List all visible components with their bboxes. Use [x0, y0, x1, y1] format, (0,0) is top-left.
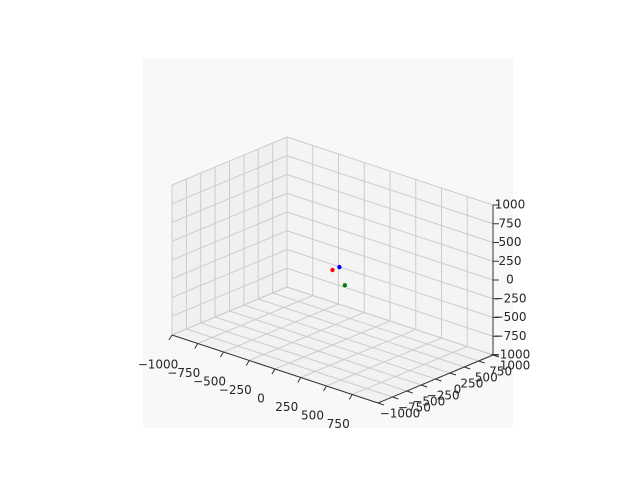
grid-line	[286, 286, 494, 356]
x-tick	[220, 351, 224, 358]
x-tick-label: −1000	[138, 358, 179, 372]
grid-line	[171, 211, 288, 261]
grid-line	[171, 192, 288, 242]
grid-line	[186, 328, 393, 398]
y-tick-label: −500	[412, 395, 445, 409]
grid-line	[286, 174, 494, 243]
grid-line	[171, 230, 288, 280]
data-point	[337, 264, 342, 270]
z-tick-label: 0	[506, 273, 514, 287]
y-tick	[406, 390, 413, 394]
x-tick-label: −750	[167, 366, 200, 380]
y-tick	[392, 396, 399, 400]
x-tick	[245, 360, 250, 366]
grid-line	[214, 316, 422, 386]
x-tick	[323, 385, 327, 392]
tick-labels: −1000−750−500−2500250500750−1000−750−500…	[138, 198, 531, 432]
x-tick-label: 750	[327, 417, 350, 431]
y-tick-label: −250	[427, 389, 460, 403]
grid-line	[229, 310, 436, 380]
grid-line	[272, 292, 479, 362]
z-tick-label: −1000	[490, 348, 531, 362]
y-tick-label: −750	[398, 401, 431, 415]
grid-line	[286, 267, 494, 337]
y-tick-label: 250	[460, 377, 483, 391]
grid-line	[286, 192, 494, 262]
y-tick	[435, 378, 442, 382]
x-tick-label: −250	[219, 383, 252, 397]
y-tick	[464, 366, 471, 370]
grid-line	[286, 155, 494, 225]
z-tick-label: 500	[499, 235, 522, 249]
grid-line	[171, 249, 288, 298]
y-tick-label: 750	[489, 365, 512, 379]
y-tick	[449, 372, 457, 376]
x-tick-label: 250	[275, 400, 298, 414]
z-tick-label: 750	[499, 216, 522, 230]
tick-marks	[168, 204, 500, 406]
y-tick-label: 500	[475, 371, 498, 385]
x-tick	[168, 334, 173, 341]
grid-line	[286, 136, 494, 206]
x-tick-label: 500	[301, 409, 324, 423]
z-tick-label: 1000	[495, 198, 526, 212]
y-tick	[377, 402, 385, 406]
x-tick	[271, 368, 276, 375]
grid-line	[258, 298, 465, 368]
x-tick	[348, 394, 353, 400]
grid-line	[171, 174, 288, 223]
grid-line	[286, 211, 494, 281]
z-tick-label: −250	[494, 291, 527, 305]
z-tick-label: −500	[494, 310, 527, 324]
z-tick-label: 250	[499, 254, 522, 268]
z-tick-label: −750	[494, 329, 527, 343]
grid-line	[286, 249, 494, 318]
data-point	[342, 283, 348, 288]
y-tick-label: −1000	[380, 407, 421, 421]
x-tick-label: −500	[193, 375, 226, 389]
grid-line	[171, 136, 288, 186]
grid-line	[286, 230, 494, 300]
y-tick	[420, 384, 428, 388]
grid-line	[171, 286, 288, 336]
grid-line	[171, 267, 288, 317]
grid-line	[200, 322, 407, 392]
grid-lines	[171, 136, 494, 404]
x-tick-label: 0	[257, 392, 265, 406]
y-tick	[478, 360, 485, 364]
y-tick-label: 1000	[500, 359, 531, 373]
x-tick	[297, 377, 302, 383]
data-points	[330, 264, 348, 288]
grid-line	[171, 155, 288, 205]
y-tick-label: 0	[454, 383, 462, 397]
grid-line	[243, 304, 451, 374]
data-point	[330, 267, 335, 273]
x-tick	[194, 343, 199, 349]
